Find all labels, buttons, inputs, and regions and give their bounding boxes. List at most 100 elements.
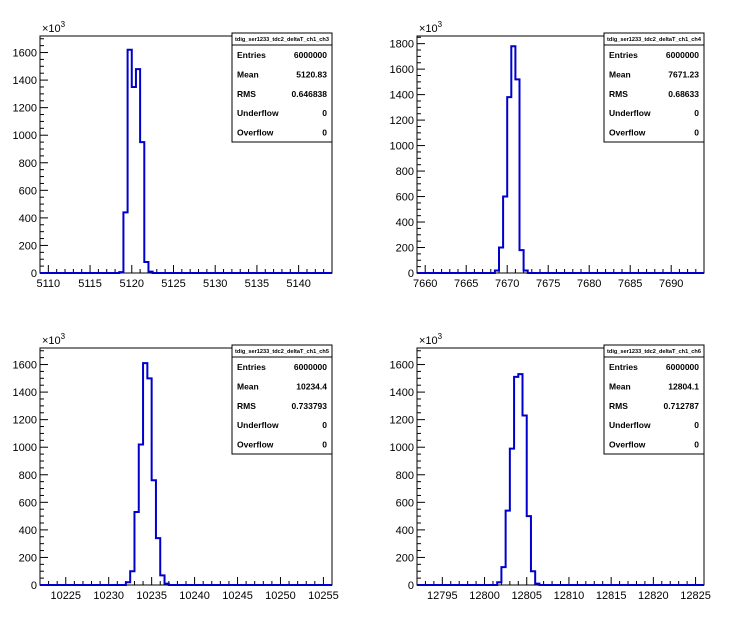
x-tick-label: 5125 xyxy=(161,278,185,290)
histogram-bin xyxy=(132,87,136,273)
y-tick-label: 200 xyxy=(19,240,37,252)
x-tick-label: 7665 xyxy=(454,278,478,290)
y-tick-label: 1400 xyxy=(390,90,414,102)
x-tick-label: 7660 xyxy=(413,278,437,290)
y-tick-label: 800 xyxy=(19,470,37,482)
histogram-line xyxy=(40,362,332,586)
stats-box xyxy=(231,32,333,143)
histogram-panel-1: 5110 5115 5120 5125 5130 5135 5140 0 200 400 600 80… xyxy=(13,20,333,290)
y-tick-label: 1600 xyxy=(390,64,414,76)
stats-label: Mean xyxy=(609,381,631,391)
stats-value: 0 xyxy=(694,108,699,118)
stats-value: 0.68633 xyxy=(668,89,699,99)
stats-value: 0 xyxy=(694,440,699,450)
y-tick-label: 1600 xyxy=(13,48,37,60)
x-tick-label: 12810 xyxy=(554,590,585,602)
y-tick-label: 1600 xyxy=(390,360,414,372)
y-tick-label: 800 xyxy=(396,166,414,178)
y-tick-label: 0 xyxy=(408,580,414,592)
y-tick-label: 1400 xyxy=(390,387,414,399)
y-tick-label: 1000 xyxy=(13,130,37,142)
stats-label: RMS xyxy=(237,89,256,99)
histogram-panel-4: 12795 12800 12805 12810 12815 12820 12825 0 200 4… xyxy=(390,332,711,602)
stats-label: RMS xyxy=(609,89,628,99)
stats-label: Entries xyxy=(609,362,638,372)
histogram-line xyxy=(417,373,704,586)
stats-title: tdig_ser1233_tdc2_deltaT_ch1_ch5 xyxy=(235,349,329,355)
stats-value: 0 xyxy=(322,108,327,118)
y-tick-label: 600 xyxy=(396,192,414,204)
stats-label: Overflow xyxy=(237,128,274,138)
stats-title: tdig_ser1233_tdc2_deltaT_ch1_ch6 xyxy=(607,349,701,355)
y-tick-label: 1200 xyxy=(13,103,37,115)
y-tick-label: 600 xyxy=(19,497,37,509)
stats-label: Underflow xyxy=(237,108,279,118)
stats-label: Entries xyxy=(237,50,266,60)
x-tick-label: 10240 xyxy=(179,590,210,602)
stats-value: 5120.83 xyxy=(296,69,327,79)
x-tick-label: 7690 xyxy=(659,278,683,290)
stats-box xyxy=(603,344,705,455)
x-tick-label: 10235 xyxy=(136,590,167,602)
x-tick-label: 7675 xyxy=(536,278,560,290)
stats-label: Overflow xyxy=(237,440,274,450)
y-tick-label: 800 xyxy=(396,470,414,482)
y-tick-label: 1400 xyxy=(13,75,37,87)
y-tick-label: 1000 xyxy=(13,442,37,454)
y-tick-label: 1400 xyxy=(13,387,37,399)
x-tick-label: 12795 xyxy=(427,590,458,602)
y-tick-label: 1000 xyxy=(390,141,414,153)
x-tick-label: 10230 xyxy=(93,590,124,602)
y-exponent-power: 3 xyxy=(61,332,66,341)
x-tick-label: 5140 xyxy=(286,278,310,290)
x-tick-label: 5115 xyxy=(78,278,102,290)
stats-value: 6000000 xyxy=(294,50,327,60)
stats-title: tdig_ser1233_tdc2_deltaT_ch1_ch4 xyxy=(607,37,702,43)
stats-box xyxy=(231,344,333,455)
y-tick-label: 0 xyxy=(408,268,414,280)
y-tick-label: 1800 xyxy=(390,39,414,51)
histogram-panel-3: 10225 10230 10235 10240 10245 10250 10255 0 200 4… xyxy=(13,332,339,602)
stats-label: Mean xyxy=(237,381,259,391)
y-tick-label: 200 xyxy=(396,552,414,564)
y-tick-label: 1600 xyxy=(13,360,37,372)
stats-value: 6000000 xyxy=(294,362,327,372)
x-tick-label: 12820 xyxy=(638,590,669,602)
stats-value: 0 xyxy=(694,128,699,138)
y-tick-label: 200 xyxy=(19,552,37,564)
y-exponent-label: ×103 xyxy=(42,20,66,35)
y-tick-label: 600 xyxy=(19,185,37,197)
y-tick-label: 400 xyxy=(19,525,37,537)
x-tick-label: 5120 xyxy=(120,278,144,290)
x-tick-label: 7685 xyxy=(618,278,642,290)
stats-box xyxy=(603,32,705,143)
stats-value: 0 xyxy=(694,420,699,430)
x-tick-label: 5110 xyxy=(37,278,61,290)
stats-value: 0.733793 xyxy=(292,401,328,411)
y-tick-label: 0 xyxy=(31,268,37,280)
x-tick-label: 12805 xyxy=(511,590,542,602)
y-tick-label: 400 xyxy=(396,525,414,537)
y-exponent-power: 3 xyxy=(61,20,66,29)
x-tick-label: 10250 xyxy=(265,590,296,602)
stats-value: 0 xyxy=(322,420,327,430)
stats-label: Overflow xyxy=(609,128,646,138)
stats-value: 0.712787 xyxy=(664,401,700,411)
y-exponent-label: ×103 xyxy=(42,332,66,347)
x-tick-label: 7670 xyxy=(495,278,519,290)
y-tick-label: 0 xyxy=(31,580,37,592)
y-exponent-power: 3 xyxy=(438,20,443,29)
x-tick-label: 10245 xyxy=(222,590,253,602)
stats-value: 10234.4 xyxy=(296,381,327,391)
x-tick-label: 10255 xyxy=(308,590,339,602)
x-tick-label: 7680 xyxy=(577,278,601,290)
stats-label: RMS xyxy=(237,401,256,411)
y-tick-label: 1200 xyxy=(390,415,414,427)
stats-label: Overflow xyxy=(609,440,646,450)
x-tick-label: 12815 xyxy=(596,590,627,602)
stats-value: 7671.23 xyxy=(668,69,699,79)
stats-label: Underflow xyxy=(609,108,651,118)
x-tick-label: 10225 xyxy=(50,590,81,602)
histogram-panel-2: 7660 7665 7670 7675 7680 7685 7690 0 200 400 600 80… xyxy=(390,20,705,290)
